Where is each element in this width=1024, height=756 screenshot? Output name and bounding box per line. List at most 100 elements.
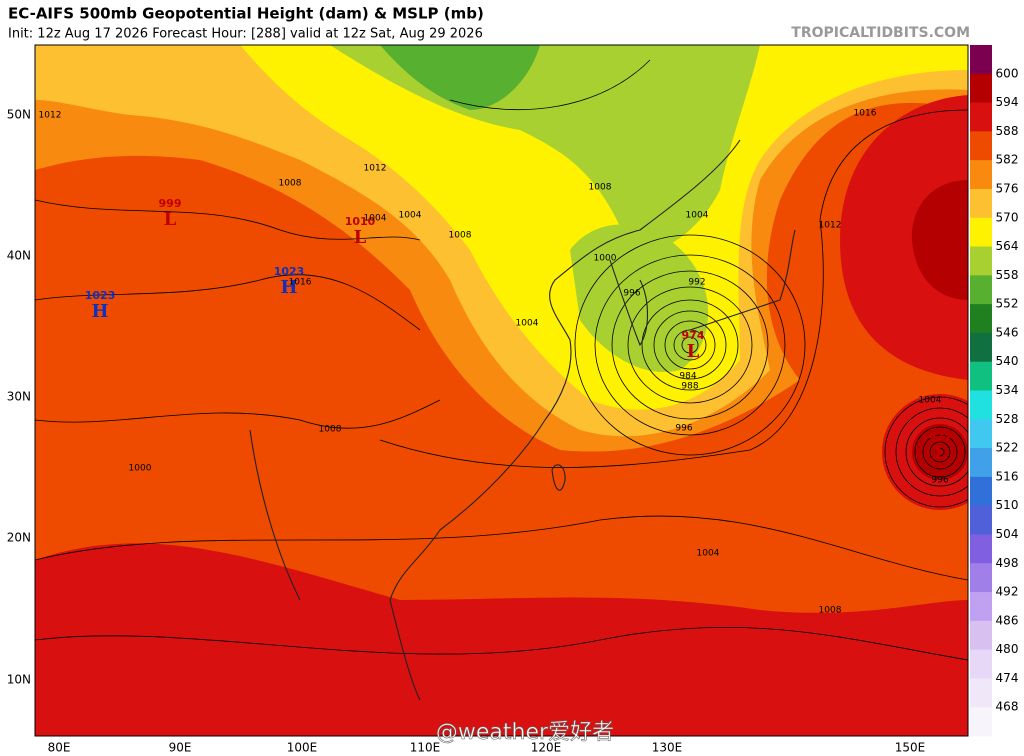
colorbar-label: 498 [996,556,1019,570]
isobar-labels: 1012 1008 1012 1016 1004 1008 1004 1000 996 992 98… [39,109,949,616]
colorbar-label: 570 [996,210,1019,224]
center-value: 1023 [85,289,116,302]
lat-label: 10N [7,673,31,687]
lon-label: 90E [169,741,192,755]
colorbar-label: 540 [996,354,1019,368]
colorbar-cell [970,275,992,305]
isobar-label: 1016 [289,278,312,288]
colorbar-label: 486 [996,613,1019,627]
center-value: 977 [929,431,952,444]
isobar-label: 1012 [819,221,842,231]
colorbar-label: 474 [996,671,1019,685]
colorbar-label: 594 [996,95,1019,109]
colorbar-label: 546 [996,325,1019,339]
center-value: 999 [159,197,182,210]
lon-label: 100E [287,741,318,755]
colorbar-label: 510 [996,498,1019,512]
isobar-label: 984 [679,372,696,382]
isobar-label: 988 [681,382,698,392]
height-fill [330,45,760,252]
colorbar-cell [970,304,992,334]
colorbar-cell [970,246,992,276]
center-symbol: L [687,341,700,362]
colorbar-label: 504 [996,527,1019,541]
center-value: 974 [682,329,705,342]
colorbar-label: 558 [996,268,1019,282]
lat-label: 30N [7,390,31,404]
isobar-label: 996 [623,289,640,299]
colorbar-label: 492 [996,585,1019,599]
isobar-label: 1004 [516,319,539,329]
colorbar-cell [970,476,992,507]
watermark: @weather爱好者 [436,720,614,745]
colorbar-label: 480 [996,642,1019,656]
colorbar-cell [970,592,992,622]
isobar-label: 1004 [399,211,422,221]
lon-label: 120E [531,741,562,755]
subtitle: Init: 12z Aug 17 2026 Forecast Hour: [28… [8,27,483,42]
lon-label: 110E [410,741,441,755]
isobar-label: 1012 [364,164,387,174]
isobar-label: 1016 [854,109,877,119]
isobar-label: 1008 [819,606,842,616]
map [35,45,968,736]
colorbar-label: 588 [996,124,1019,138]
colorbar-cell [970,160,992,190]
lat-label: 50N [7,108,31,122]
isobar-label: 996 [931,476,948,486]
colorbar-label: 552 [996,297,1019,311]
colorbar-cell [970,131,992,161]
isobar-label: 1004 [919,396,942,406]
isobar-label: 1008 [589,183,612,193]
colorbar-label: 522 [996,441,1019,455]
colorbar-cell [970,620,992,651]
height-fill [911,180,968,300]
colorbar-label: 534 [996,383,1019,397]
isobar-label: 1008 [449,231,472,241]
lon-label: 150E [895,741,926,755]
colorbar-label: 528 [996,412,1019,426]
colorbar-cell [970,217,992,248]
isobar-label: 996 [675,424,692,434]
colorbar-cell [970,448,992,478]
colorbar-cell [970,361,992,391]
colorbar-label: 516 [996,469,1019,483]
source: TROPICALTIDBITS.COM [791,25,970,41]
colorbar-label: 600 [996,66,1019,80]
colorbar-cell [970,534,992,564]
colorbar-cell [970,390,992,420]
colorbar-cell [970,563,992,593]
isobar-label: 1008 [319,425,342,435]
isobar-label: 1004 [686,211,709,221]
lat-label: 20N [7,531,31,545]
colorbar-label: 576 [996,181,1019,195]
center-value: 1010 [345,215,376,228]
colorbar-cell [970,45,992,75]
height-fill [380,45,540,110]
center-symbol: L [934,443,947,464]
colorbar-label: 564 [996,239,1019,253]
colorbar-cell [970,188,992,219]
height-fill [35,543,968,736]
coastline [249,139,796,701]
colorbar-cell [970,649,992,679]
colorbar: 600 594 588 582 576 570 564 558 552 546 540 534 528 5… [970,45,1018,737]
isobar-label: 1004 [364,214,387,224]
colorbar-label: 468 [996,700,1019,714]
isobar-label: 1000 [594,254,617,264]
isobar-label: 1000 [129,464,152,474]
colorbar-cell [970,73,992,104]
center-symbol: L [164,209,177,230]
isobar-label: 1008 [279,179,302,189]
lon-label: 130E [652,741,683,755]
isobar-label: 992 [688,278,705,288]
center-symbol: H [91,301,108,322]
colorbar-cell [970,419,992,449]
lat-label: 40N [7,249,31,263]
colorbar-cell [970,332,992,363]
center-symbol: H [280,277,297,298]
isobars [35,59,968,661]
axes: 50N 40N 30N 20N 10N 80E 90E 100E 110E 120E 130E 150… [7,108,926,755]
